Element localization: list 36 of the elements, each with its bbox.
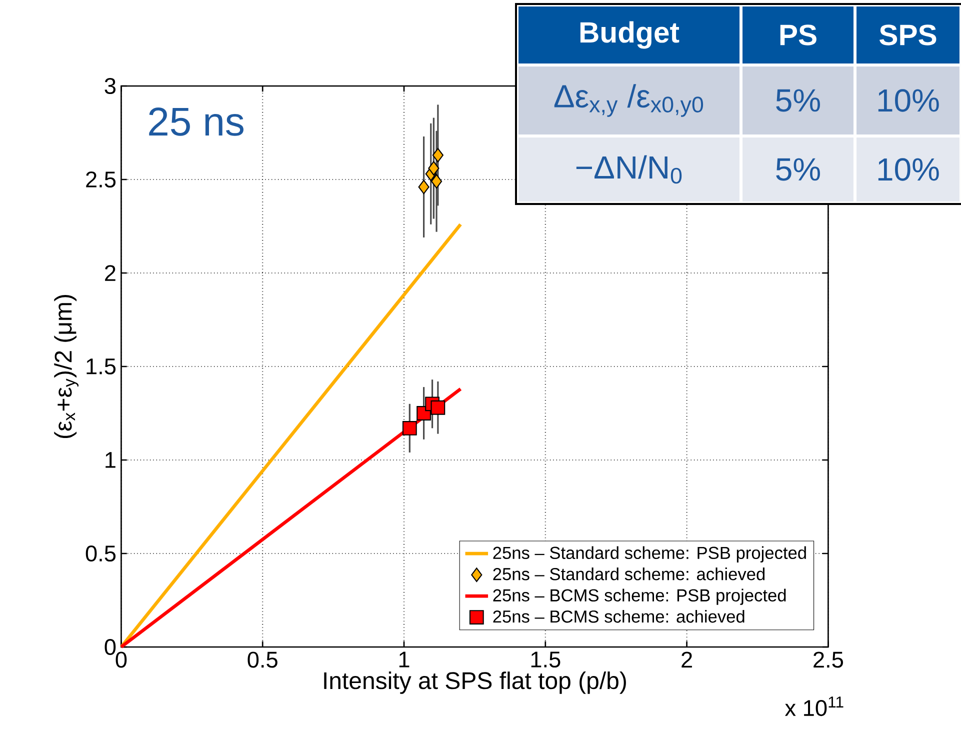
text: 10% [878, 89, 939, 112]
x-tick-label: 1 [399, 652, 410, 668]
y-tick-label: 2.5 [86, 171, 116, 188]
x-tick-label: 0.5 [248, 652, 278, 668]
legend-label: 25ns – Standard scheme: PSB projected [493, 546, 806, 562]
legend-label: 25ns – Standard scheme: achieved [493, 568, 765, 580]
point [428, 161, 440, 176]
text: Budget [580, 21, 680, 49]
text: PS [780, 24, 816, 46]
y-tick-label: 0.5 [86, 545, 116, 562]
x-tick-label: 1.5 [531, 652, 560, 668]
x-axis-title: Intensity at SPS flat top (p/b) [324, 672, 626, 694]
y-tick-label: 3 [104, 78, 116, 94]
y-tick-label: 2 [105, 265, 116, 281]
point [402, 420, 417, 436]
y-tick-label: 0 [104, 638, 116, 656]
x-tick-label: 2 [682, 652, 692, 668]
text: SPS [879, 24, 936, 46]
y-axis-title: (ε$_{x}$+ε$_{y}$)/2 (μm) [54, 294, 79, 438]
annotation: Δε$_{x,y}$ /ε$_{x0,y0}$ [554, 84, 704, 117]
point [432, 148, 444, 162]
annotation: 25 ns [149, 108, 244, 136]
point [418, 180, 430, 194]
x-tick-label: 0 [116, 652, 127, 668]
legend-label: 25ns – BCMS scheme: achieved [493, 610, 744, 623]
annotation: 5% [776, 158, 820, 181]
y-tick-label: 1 [106, 452, 116, 468]
text: x 10$^{11}$ [784, 696, 844, 716]
point [430, 174, 442, 189]
x-tick-label: 2.5 [814, 652, 843, 668]
legend-label: 25ns – BCMS scheme: PSB projected [493, 588, 786, 605]
y-tick-label: 1.5 [86, 358, 116, 374]
annotation: 5% [776, 89, 820, 112]
point [430, 400, 446, 415]
annotation: −ΔN/N$_{0}$ [576, 155, 682, 184]
text: 10% [878, 158, 939, 181]
